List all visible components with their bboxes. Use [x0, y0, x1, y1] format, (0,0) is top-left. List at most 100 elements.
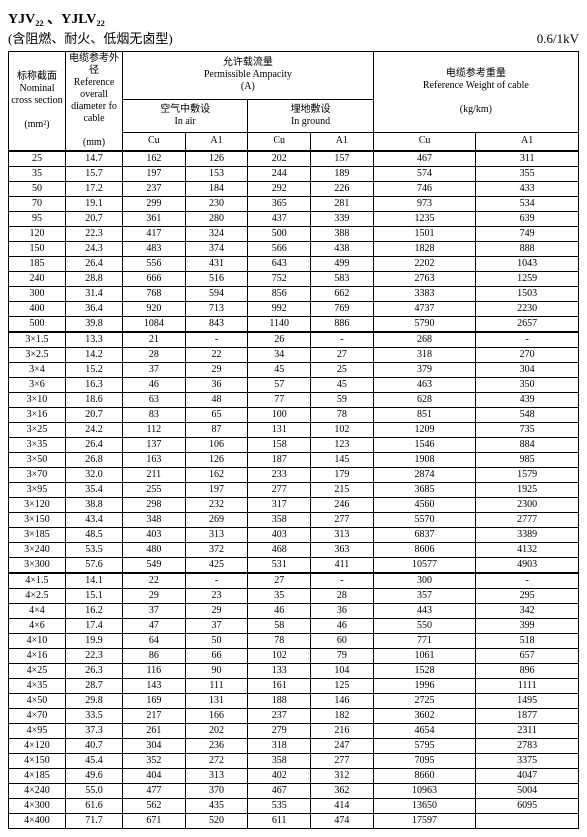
cell: 28: [123, 348, 186, 363]
col-ground-cn: 埋地敷设: [250, 104, 370, 116]
cell: 4×95: [9, 724, 66, 739]
cell: 2311: [476, 724, 579, 739]
cell: 232: [185, 498, 248, 513]
cell: 8606: [373, 543, 476, 558]
cell: 27: [311, 348, 374, 363]
cell: 18.6: [66, 393, 123, 408]
table-row: 3515.7197153244189574355: [9, 167, 579, 182]
cell: 1111: [476, 679, 579, 694]
page-header: YJV₂₂ 、YJLV₂₂ (含阻燃、耐火、低烟无卤型) 0.6/1kV: [8, 8, 579, 47]
cell: 8660: [373, 769, 476, 784]
cell: 468: [248, 543, 311, 558]
col-air-cu: Cu: [123, 132, 186, 151]
title-block: YJV₂₂ 、YJLV₂₂ (含阻燃、耐火、低烟无卤型): [8, 8, 173, 47]
cell: 13650: [373, 799, 476, 814]
cell: 352: [123, 754, 186, 769]
col-section-unit: (mm²): [11, 119, 63, 131]
cell: 17597: [373, 814, 476, 829]
table-row: 24028.866651675258327631259: [9, 272, 579, 287]
cell: 120: [9, 227, 66, 242]
cell: 5790: [373, 317, 476, 333]
cell: 562: [123, 799, 186, 814]
col-ampacity: 允许载流量 Permissible Ampacity (A): [123, 52, 374, 100]
cell: 4047: [476, 769, 579, 784]
cell: 399: [476, 619, 579, 634]
cell: 516: [185, 272, 248, 287]
table-row: 15024.34833745664381828888: [9, 242, 579, 257]
cell: 3×10: [9, 393, 66, 408]
cell: 26.3: [66, 664, 123, 679]
cell: 3375: [476, 754, 579, 769]
cell: 499: [311, 257, 374, 272]
cell: 304: [123, 739, 186, 754]
cell: 25: [9, 151, 66, 167]
cell: 771: [373, 634, 476, 649]
cell: 162: [185, 468, 248, 483]
cell: 357: [373, 589, 476, 604]
cell: 313: [185, 769, 248, 784]
cell: 548: [476, 408, 579, 423]
cell: 39.8: [66, 317, 123, 333]
cell: 318: [373, 348, 476, 363]
cell: 1140: [248, 317, 311, 333]
cell: 37.3: [66, 724, 123, 739]
cell: 477: [123, 784, 186, 799]
cell: 3×1.5: [9, 332, 66, 348]
cell: 298: [123, 498, 186, 513]
cell: 16.2: [66, 604, 123, 619]
cell: 20.7: [66, 408, 123, 423]
cell: 5570: [373, 513, 476, 528]
cell: -: [185, 573, 248, 589]
cell: 300: [9, 287, 66, 302]
table-row: 3×7032.021116223317928741579: [9, 468, 579, 483]
cell: 90: [185, 664, 248, 679]
table-header: 标称截面 Nominal cross section (mm²) 电缆参考外径 …: [9, 52, 579, 152]
cell: 5795: [373, 739, 476, 754]
cell: 33.5: [66, 709, 123, 724]
cell: 184: [185, 182, 248, 197]
col-ampacity-en: Permissible Ampacity: [125, 69, 371, 81]
cell: 21: [123, 332, 186, 348]
cell: 23: [185, 589, 248, 604]
cell: 4×120: [9, 739, 66, 754]
col-section: 标称截面 Nominal cross section (mm²): [9, 52, 66, 152]
cell: 500: [9, 317, 66, 333]
cell: 26.4: [66, 438, 123, 453]
cell: 125: [311, 679, 374, 694]
cell: 550: [373, 619, 476, 634]
cell: 26.4: [66, 257, 123, 272]
col-air-cn: 空气中敷设: [125, 104, 245, 116]
cell: 13.3: [66, 332, 123, 348]
cell: 188: [248, 694, 311, 709]
cell: 281: [311, 197, 374, 212]
cell: 36: [311, 604, 374, 619]
cell: 269: [185, 513, 248, 528]
table-row: 3×15043.434826935827755702777: [9, 513, 579, 528]
cell: 55.0: [66, 784, 123, 799]
cell: 886: [311, 317, 374, 333]
cell: 61.6: [66, 799, 123, 814]
table-row: 3×415.237294525379304: [9, 363, 579, 378]
cell: 29: [185, 363, 248, 378]
cell: 666: [123, 272, 186, 287]
cell: 106: [185, 438, 248, 453]
cell: 202: [185, 724, 248, 739]
cell: 3×2.5: [9, 348, 66, 363]
cell: 339: [311, 212, 374, 227]
cell: 14.1: [66, 573, 123, 589]
cell: 60: [311, 634, 374, 649]
cell: 400: [9, 302, 66, 317]
cell: 131: [248, 423, 311, 438]
cell: 749: [476, 227, 579, 242]
cell: 163: [123, 453, 186, 468]
cell: 22: [185, 348, 248, 363]
col-diameter-unit: (mm): [68, 137, 120, 149]
cell: 16.3: [66, 378, 123, 393]
cell: 3×6: [9, 378, 66, 393]
cable-subtitle: (含阻燃、耐火、低烟无卤型): [8, 28, 173, 47]
cell: 1061: [373, 649, 476, 664]
cell: 126: [185, 453, 248, 468]
col-ground-cu: Cu: [248, 132, 311, 151]
cell: 43.4: [66, 513, 123, 528]
cell: 189: [311, 167, 374, 182]
